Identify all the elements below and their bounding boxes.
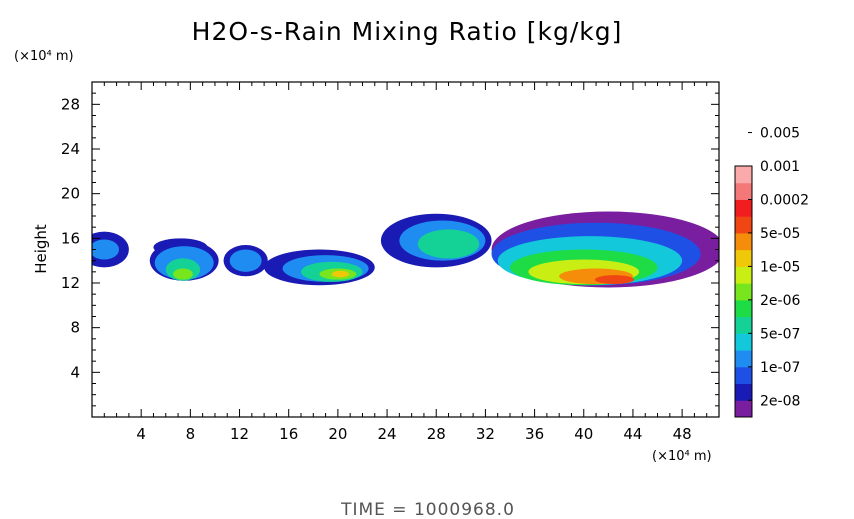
chart-title: H2O-s-Rain Mixing Ratio [kg/kg] [192,17,623,46]
colorbar: 2e-08 1e-07 5e-07 2e-06 1e-05 5e-05 0.0002 0.00… [734,126,809,418]
x-axis-ticks: 4 8 12 16 20 24 28 32 36 40 44 48 [103,82,708,443]
y-tick-label-0: 4 [70,363,80,381]
colorbar-swatch-10 [735,232,752,251]
y-axis-label: Height [32,224,50,274]
colorbar-swatch-2 [735,366,752,385]
y-tick-label-6: 28 [61,95,80,113]
colorbar-swatch-5 [735,316,752,334]
colorbar-swatch-9 [735,249,752,267]
field-region-16 [417,229,480,259]
colorbar-label-6: 0.0002 [760,192,809,208]
colorbar-swatch-12 [735,199,752,217]
x-tick-label-2: 12 [230,425,249,443]
x-tick-label-9: 40 [574,425,593,443]
y-axis-unit: (×10⁴ m) [14,49,74,64]
x-tick-label-4: 20 [328,425,347,443]
colorbar-label-5: 5e-05 [760,226,800,242]
x-tick-label-10: 44 [623,425,642,443]
x-tick-label-7: 32 [476,425,495,443]
field-region-1 [92,239,120,260]
y-tick-label-5: 24 [61,140,80,158]
colorbar-label-2: 5e-07 [760,326,800,342]
colorbar-swatch-3 [735,350,752,368]
colorbar-swatch-14 [735,166,752,184]
x-tick-label-0: 4 [136,425,146,443]
y-tick-label-4: 20 [61,185,80,203]
colorbar-swatch-13 [735,182,752,200]
field-region-23 [594,275,635,285]
colorbar-frame [734,165,753,418]
field-region-13 [331,270,349,278]
x-tick-label-3: 16 [279,425,298,443]
colorbar-label-4: 1e-05 [760,259,800,275]
time-label: TIME = 1000968.0 [340,500,515,519]
colorbar-swatch-8 [735,266,752,284]
rain-mixing-ratio-field [92,211,719,288]
colorbar-label-3: 2e-06 [760,293,800,309]
x-tick-label-1: 8 [186,425,196,443]
x-tick-label-5: 24 [378,425,397,443]
x-axis-unit: (×10⁴ m) [652,449,712,464]
colorbar-label-8: 0.005 [760,126,800,142]
colorbar-swatch-0 [735,400,752,418]
y-tick-label-3: 16 [61,229,80,247]
field-region-8 [229,249,262,272]
x-tick-label-8: 36 [525,425,544,443]
colorbar-label-0: 2e-08 [760,393,800,409]
colorbar-label-7: 0.001 [760,159,800,175]
colorbar-swatch-7 [735,283,752,301]
colorbar-swatch-1 [735,383,752,401]
colorbar-swatch-4 [735,333,752,351]
y-tick-label-2: 12 [61,274,80,292]
colorbar-swatch-6 [735,299,752,318]
field-region-6 [173,268,193,280]
x-tick-label-6: 28 [427,425,446,443]
colorbar-label-1: 1e-07 [760,360,800,376]
x-tick-label-11: 48 [673,425,692,443]
colorbar-swatch-11 [735,216,752,234]
y-tick-label-1: 8 [70,319,80,337]
y-axis-ticks: 4 8 12 16 20 24 28 [61,92,719,407]
